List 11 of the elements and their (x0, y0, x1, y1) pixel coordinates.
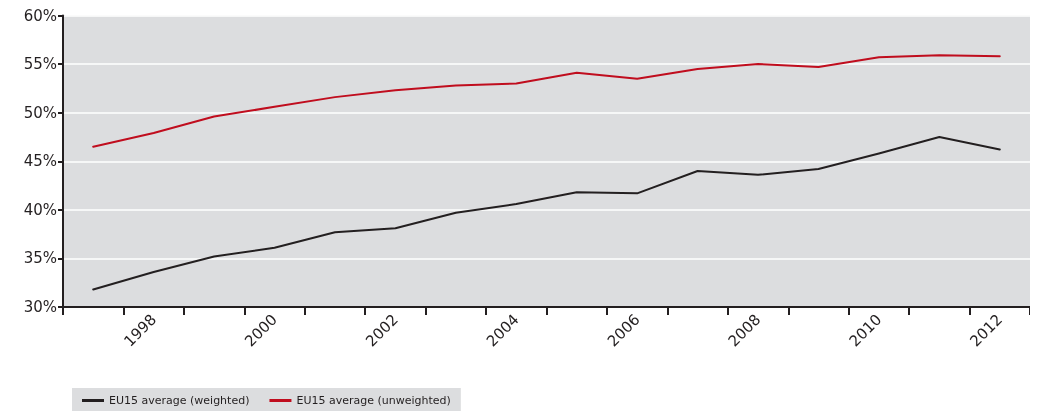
y-tick-label: 50% (23, 103, 57, 122)
line-series (92, 135, 1001, 291)
y-tick-label: 35% (23, 249, 57, 268)
y-tick-label: 60% (23, 6, 57, 25)
y-tick-label: 30% (23, 298, 57, 316)
y-tick-label: 40% (23, 200, 57, 219)
legend-label: EU15 average (unweighted) (296, 394, 451, 407)
y-tick-label: 55% (23, 55, 57, 74)
line-series (92, 54, 1001, 148)
legend-label: EU15 average (weighted) (109, 394, 250, 407)
y-tick-label: 45% (23, 152, 57, 171)
